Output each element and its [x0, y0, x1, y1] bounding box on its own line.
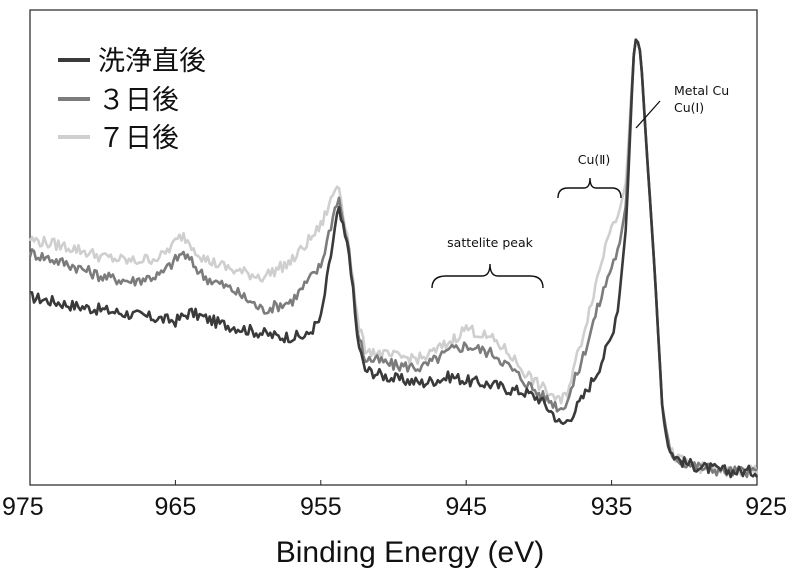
series-layer [28, 38, 759, 479]
cu1-label: Cu(Ⅰ) [674, 100, 704, 115]
metal-cu-pointer [635, 100, 661, 129]
annotations: sattelite peak Cu(Ⅱ) Metal Cu Cu(Ⅰ) [431, 83, 729, 289]
x-axis-ticks: 975 965 955 945 935 925 [2, 480, 787, 521]
plot-frame [29, 9, 758, 486]
satellite-peak-label: sattelite peak [447, 235, 533, 250]
legend-label-1: ３日後 [98, 85, 179, 116]
x-tick-label: 925 [745, 493, 787, 521]
x-tick-label: 965 [155, 493, 197, 521]
cu2-brace [557, 177, 622, 199]
x-tick-label: 955 [300, 493, 342, 521]
legend-label-0: 洗浄直後 [98, 46, 206, 77]
x-tick-label: 945 [445, 493, 487, 521]
metal-cu-label: Metal Cu [674, 83, 729, 98]
x-axis-title: Binding Energy (eV) [276, 536, 544, 569]
satellite-brace [431, 263, 544, 289]
cu2-label: Cu(Ⅱ) [578, 152, 611, 167]
legend: 洗浄直後 ３日後 ７日後 [58, 46, 206, 154]
series-line-0 [29, 38, 759, 479]
legend-label-2: ７日後 [98, 123, 179, 154]
x-tick-label: 975 [2, 493, 44, 521]
x-tick-label: 935 [591, 493, 633, 521]
